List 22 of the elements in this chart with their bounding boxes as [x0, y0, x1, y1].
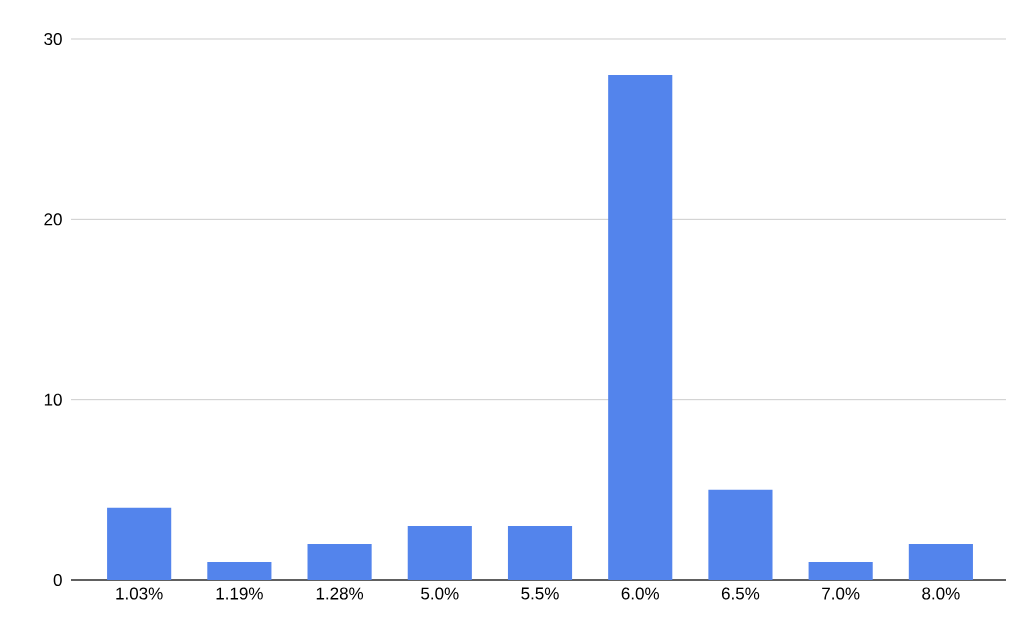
x-tick-label: 1.19%: [216, 587, 263, 600]
bar: [608, 75, 673, 580]
y-tick-label: 10: [44, 393, 62, 406]
bar: [908, 543, 973, 580]
x-tick-label: 1.28%: [316, 587, 364, 600]
x-tick-label: 6.5%: [721, 587, 760, 600]
y-tick-label: 0: [53, 573, 62, 587]
x-tick-label: 1.03%: [116, 587, 163, 600]
x-tick-label: 5.5%: [521, 587, 559, 600]
bar: [808, 561, 873, 580]
y-tick-label: 30: [44, 32, 62, 46]
bar: [307, 543, 372, 580]
bar: [507, 525, 573, 580]
x-tick-label: 8.0%: [922, 587, 960, 600]
x-tick-label: 5.0%: [421, 587, 459, 600]
x-tick-label: 7.0%: [822, 587, 860, 600]
bar: [207, 561, 272, 580]
bar: [107, 507, 172, 580]
y-tick-label: 20: [44, 213, 62, 226]
bar: [407, 525, 472, 580]
bar: [708, 489, 773, 580]
x-tick-label: 6.0%: [621, 587, 659, 600]
